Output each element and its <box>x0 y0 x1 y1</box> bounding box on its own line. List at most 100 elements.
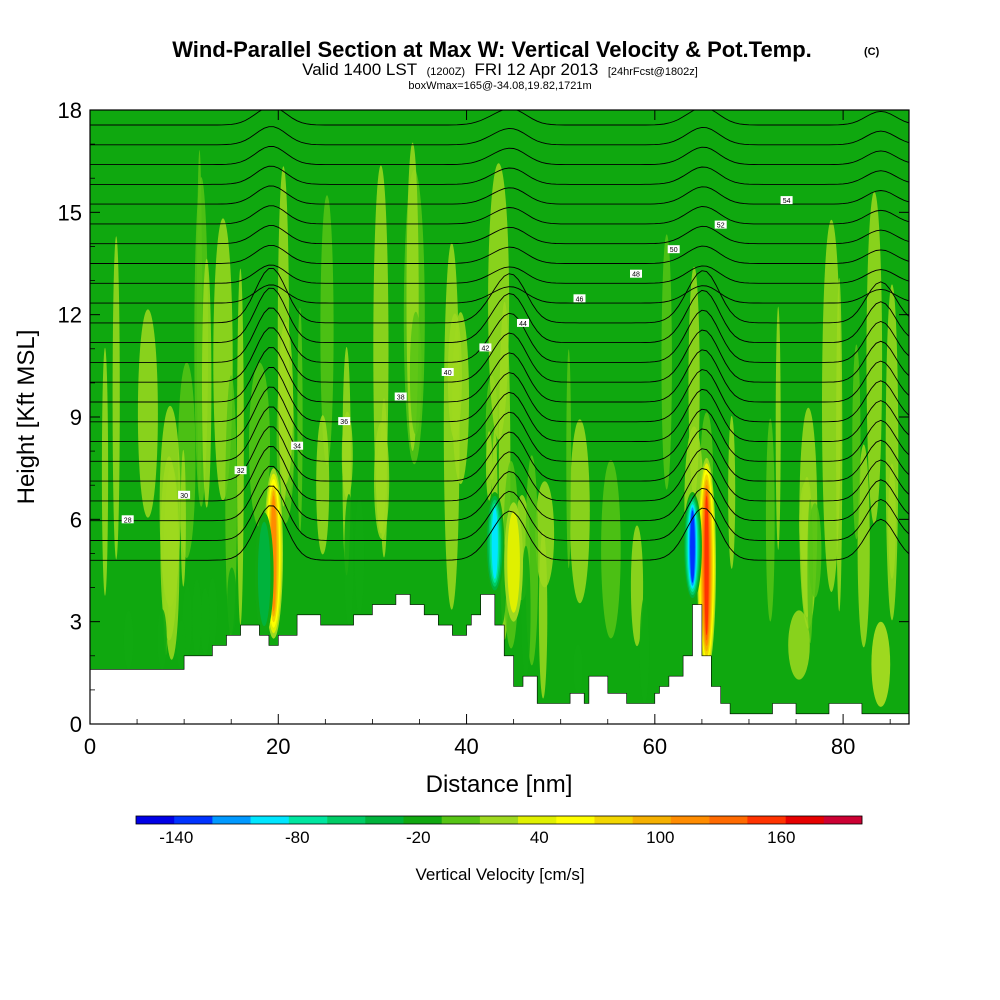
colorbar-tick-label: 160 <box>767 828 795 847</box>
velocity-streak <box>176 620 186 670</box>
velocity-streak <box>297 307 303 533</box>
theta-contour <box>90 307 909 363</box>
contour-label-bg <box>441 368 454 376</box>
contour-label-bg <box>394 392 407 401</box>
chart-title-mark: (C) <box>864 46 880 58</box>
theta-contour <box>90 165 909 185</box>
theta-contour <box>90 126 909 146</box>
updraft-core <box>507 511 520 613</box>
contour-label: 34 <box>293 444 301 451</box>
colorbar-swatch <box>556 816 595 824</box>
velocity-streak <box>822 219 841 592</box>
y-tick-label: 3 <box>70 610 82 635</box>
colorbar-swatch <box>288 816 328 824</box>
velocity-streak <box>112 236 120 560</box>
theta-contour <box>90 264 909 284</box>
y-tick-label: 12 <box>58 303 82 328</box>
contour-label: 44 <box>519 321 527 328</box>
x-axis-label: Distance [nm] <box>426 771 573 798</box>
contour-label-bg <box>338 417 351 426</box>
theta-contours <box>90 110 909 561</box>
x-tick-label: 80 <box>831 734 855 759</box>
contour-label: 36 <box>340 419 348 426</box>
contour-label-bg <box>291 441 304 450</box>
velocity-streak <box>157 609 167 670</box>
subtitle-valid: Valid 1400 LST <box>302 60 417 79</box>
colorbar-swatch <box>518 816 557 824</box>
velocity-streak <box>639 597 650 704</box>
contour-label: 48 <box>632 272 640 279</box>
theta-contour <box>90 366 909 423</box>
colorbar-swatch <box>709 816 748 824</box>
theta-contour <box>90 284 909 304</box>
contour-label: 38 <box>397 395 405 402</box>
theta-contour-labels: 28 30 32 34 36 38 40 42 44 46 48 50 52 54 <box>121 196 793 524</box>
theta-contour <box>90 505 909 561</box>
velocity-streak <box>202 258 212 508</box>
theta-contour <box>90 267 909 324</box>
velocity-streak <box>661 234 672 490</box>
velocity-streaks <box>101 142 899 704</box>
colorbar-label: Vertical Velocity [cm/s] <box>415 865 584 884</box>
velocity-streak <box>601 459 621 639</box>
theta-contour <box>90 287 909 344</box>
velocity-streak <box>775 306 781 550</box>
velocity-streak <box>137 309 158 518</box>
velocity-streak <box>409 311 422 435</box>
colorbar-tick-label: -80 <box>285 828 310 847</box>
velocity-streak <box>177 362 196 558</box>
y-tick-label: 0 <box>70 712 82 737</box>
colorbar-swatch <box>747 816 786 824</box>
colorbar-swatch <box>479 816 519 824</box>
contour-label: 54 <box>783 198 791 205</box>
velocity-streak <box>630 525 644 647</box>
velocity-streak <box>207 578 218 646</box>
velocity-streak <box>866 191 883 525</box>
subtitle-utc: (1200Z) <box>427 66 466 78</box>
y-tick-label: 18 <box>58 98 82 123</box>
contour-label-bg <box>630 269 642 278</box>
velocity-streak <box>227 567 237 636</box>
velocity-streak <box>316 415 330 555</box>
velocity-streak <box>807 498 813 644</box>
velocity-streak <box>237 268 244 626</box>
colorbar-swatch <box>136 816 175 824</box>
velocity-streak <box>521 545 531 677</box>
x-tick-label: 60 <box>643 734 667 759</box>
velocity-streak <box>180 449 186 587</box>
velocity-streak <box>443 242 460 610</box>
contour-label-bg <box>573 294 586 303</box>
theta-contour <box>90 185 909 205</box>
velocity-streak <box>123 610 134 670</box>
colorbar-swatch <box>174 816 213 824</box>
theta-contour <box>90 225 909 245</box>
colorbar-swatch <box>327 816 366 824</box>
theta-contour <box>90 244 909 264</box>
contour-label-bg <box>517 318 529 327</box>
velocity-streak <box>159 405 181 607</box>
velocity-streak <box>569 419 590 604</box>
x-tick-label: 0 <box>84 734 96 759</box>
velocity-streak <box>535 481 555 588</box>
contour-label-bg <box>121 515 134 524</box>
x-tick-label: 40 <box>454 734 478 759</box>
downdraft-core <box>257 521 271 627</box>
subtitle-fcst: [24hrFcst@1802z] <box>608 66 698 78</box>
contour-label-bg <box>178 490 191 499</box>
velocity-streak <box>888 463 896 579</box>
colorbar-swatch <box>441 816 481 824</box>
velocity-streak <box>101 347 109 596</box>
contour-label-bg <box>714 220 727 229</box>
contour-label-bg <box>234 466 247 475</box>
colorbar-swatch <box>403 816 442 824</box>
contour-label: 40 <box>444 370 452 377</box>
contour-label: 50 <box>670 247 678 254</box>
contour-label: 52 <box>717 223 725 230</box>
terrain-mask <box>90 594 909 724</box>
colorbar-swatch <box>785 816 825 824</box>
y-tick-label: 15 <box>58 200 82 225</box>
velocity-streak <box>688 266 700 497</box>
colorbar-swatch <box>823 816 863 824</box>
